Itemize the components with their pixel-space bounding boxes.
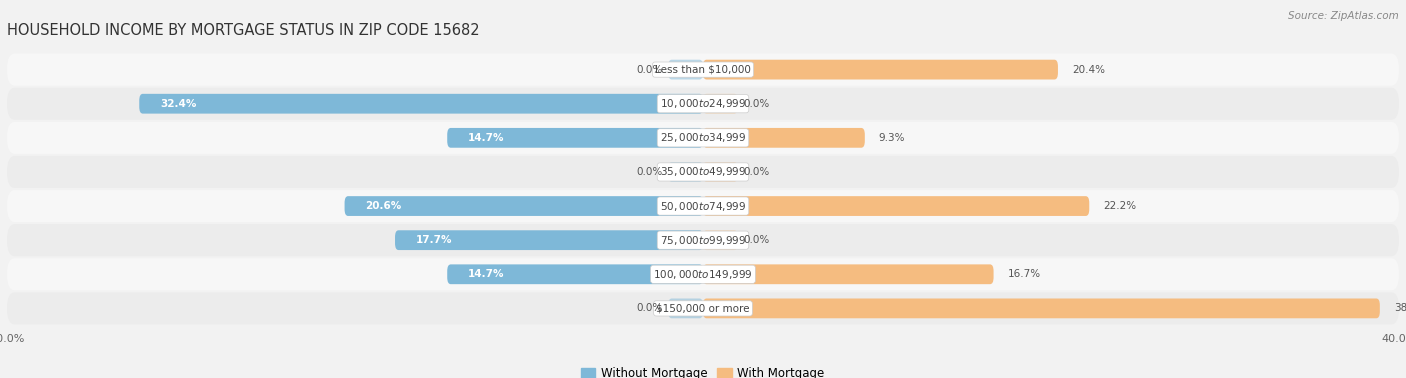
FancyBboxPatch shape [344, 196, 703, 216]
Text: 0.0%: 0.0% [742, 235, 769, 245]
Text: HOUSEHOLD INCOME BY MORTGAGE STATUS IN ZIP CODE 15682: HOUSEHOLD INCOME BY MORTGAGE STATUS IN Z… [7, 23, 479, 38]
FancyBboxPatch shape [668, 60, 703, 79]
FancyBboxPatch shape [703, 60, 1057, 79]
Text: 17.7%: 17.7% [416, 235, 453, 245]
FancyBboxPatch shape [668, 162, 703, 182]
Text: $35,000 to $49,999: $35,000 to $49,999 [659, 166, 747, 178]
Text: $10,000 to $24,999: $10,000 to $24,999 [659, 97, 747, 110]
Text: 38.9%: 38.9% [1393, 304, 1406, 313]
FancyBboxPatch shape [7, 190, 1399, 222]
FancyBboxPatch shape [703, 162, 738, 182]
FancyBboxPatch shape [139, 94, 703, 114]
FancyBboxPatch shape [7, 122, 1399, 154]
Text: $150,000 or more: $150,000 or more [657, 304, 749, 313]
Text: 14.7%: 14.7% [468, 269, 505, 279]
FancyBboxPatch shape [703, 94, 738, 114]
Text: $100,000 to $149,999: $100,000 to $149,999 [654, 268, 752, 281]
Text: 20.6%: 20.6% [366, 201, 402, 211]
Text: 14.7%: 14.7% [468, 133, 505, 143]
Text: 16.7%: 16.7% [1008, 269, 1040, 279]
FancyBboxPatch shape [7, 224, 1399, 256]
Text: $50,000 to $74,999: $50,000 to $74,999 [659, 200, 747, 212]
FancyBboxPatch shape [7, 88, 1399, 120]
FancyBboxPatch shape [395, 230, 703, 250]
FancyBboxPatch shape [703, 299, 1379, 318]
FancyBboxPatch shape [7, 292, 1399, 324]
Text: 32.4%: 32.4% [160, 99, 197, 109]
FancyBboxPatch shape [7, 258, 1399, 290]
FancyBboxPatch shape [703, 128, 865, 148]
FancyBboxPatch shape [703, 196, 1090, 216]
FancyBboxPatch shape [668, 299, 703, 318]
Text: $25,000 to $34,999: $25,000 to $34,999 [659, 131, 747, 144]
Text: 0.0%: 0.0% [637, 65, 664, 74]
Text: 20.4%: 20.4% [1071, 65, 1105, 74]
FancyBboxPatch shape [447, 128, 703, 148]
FancyBboxPatch shape [7, 54, 1399, 86]
Text: 0.0%: 0.0% [637, 167, 664, 177]
Text: 9.3%: 9.3% [879, 133, 905, 143]
FancyBboxPatch shape [7, 156, 1399, 188]
FancyBboxPatch shape [703, 264, 994, 284]
Text: 0.0%: 0.0% [742, 167, 769, 177]
Text: 0.0%: 0.0% [637, 304, 664, 313]
FancyBboxPatch shape [703, 230, 738, 250]
Text: Source: ZipAtlas.com: Source: ZipAtlas.com [1288, 11, 1399, 21]
Text: 0.0%: 0.0% [742, 99, 769, 109]
Legend: Without Mortgage, With Mortgage: Without Mortgage, With Mortgage [576, 362, 830, 378]
FancyBboxPatch shape [447, 264, 703, 284]
Text: 22.2%: 22.2% [1104, 201, 1136, 211]
Text: Less than $10,000: Less than $10,000 [655, 65, 751, 74]
Text: $75,000 to $99,999: $75,000 to $99,999 [659, 234, 747, 247]
